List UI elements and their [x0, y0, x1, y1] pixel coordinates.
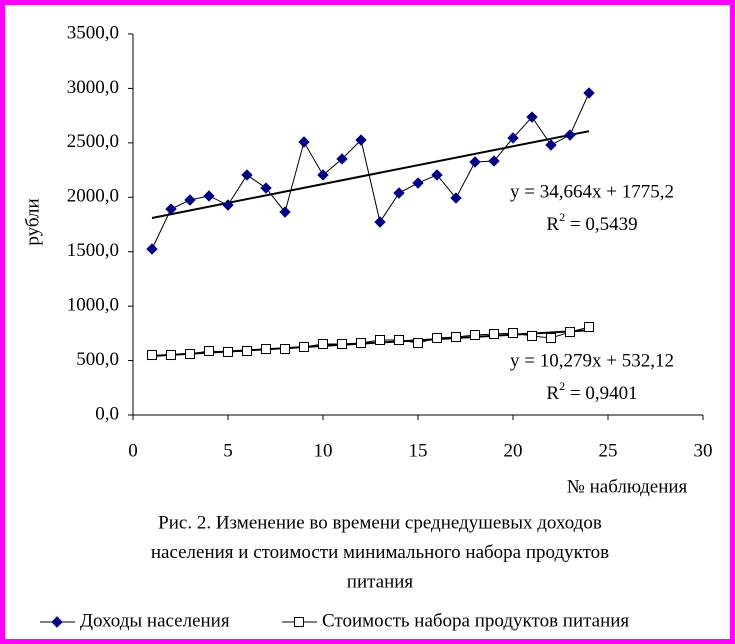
r-squared: R2 = 0,9401 — [546, 379, 637, 405]
x-tick-label: 20 — [504, 440, 523, 461]
marker-square — [451, 332, 461, 343]
marker-square — [299, 341, 309, 352]
r-squared: R2 = 0,5439 — [546, 210, 637, 236]
marker-square — [242, 345, 252, 356]
marker-square — [394, 334, 404, 345]
y-tick-label: 1500,0 — [67, 240, 119, 261]
x-tick-label: 0 — [128, 440, 138, 461]
y-axis-label: рубли — [22, 198, 43, 245]
marker-diamond — [279, 206, 291, 218]
marker-diamond — [469, 156, 481, 168]
marker-square — [527, 330, 537, 341]
y-tick-label: 0,0 — [95, 403, 119, 424]
marker-diamond — [374, 216, 386, 228]
x-tick-label: 25 — [599, 440, 618, 461]
trend-equation: y = 34,664x + 1775,2 — [510, 181, 674, 202]
r-squared-base: R — [546, 214, 559, 235]
marker-diamond — [564, 129, 576, 141]
marker-diamond — [488, 155, 500, 167]
marker-square — [470, 329, 480, 340]
marker-diamond — [507, 132, 519, 144]
y-tick-label: 3500,0 — [67, 22, 119, 43]
marker-square — [318, 339, 328, 350]
marker-square — [280, 344, 290, 355]
legend-marker — [51, 616, 63, 628]
x-tick-label: 10 — [314, 440, 333, 461]
marker-square — [204, 345, 214, 356]
marker-square — [223, 346, 233, 357]
marker-square — [413, 338, 423, 349]
marker-diamond — [184, 194, 196, 206]
r-squared-text: = 0,5439 — [565, 214, 637, 235]
marker-diamond — [583, 87, 595, 99]
marker-diamond — [260, 182, 272, 194]
x-tick-label: 30 — [694, 440, 713, 461]
marker-diamond — [203, 190, 215, 202]
y-tick-label: 2500,0 — [67, 131, 119, 152]
marker-diamond — [431, 169, 443, 181]
marker-square — [508, 328, 518, 339]
marker-diamond — [450, 192, 462, 204]
legend-label: Стоимость набора продуктов питания — [322, 610, 629, 631]
marker-square — [166, 350, 176, 361]
marker-square — [375, 334, 385, 345]
marker-diamond — [146, 243, 158, 255]
r-squared-exponent: 2 — [559, 210, 565, 224]
marker-square — [337, 339, 347, 350]
marker-diamond — [355, 134, 367, 146]
caption-line: Рис. 2. Изменение во времени среднедушев… — [158, 512, 602, 533]
marker-square — [565, 327, 575, 338]
marker-square — [261, 344, 271, 355]
marker-square — [432, 333, 442, 344]
marker-diamond — [317, 169, 329, 181]
marker-square — [147, 350, 157, 361]
marker-diamond — [526, 111, 538, 123]
legend-label: Доходы населения — [80, 610, 230, 631]
marker-square — [489, 329, 499, 340]
y-tick-label: 3000,0 — [67, 77, 119, 98]
marker-diamond — [336, 153, 348, 165]
y-tick-label: 2000,0 — [67, 186, 119, 207]
marker-diamond — [241, 169, 253, 181]
marker-diamond — [393, 187, 405, 199]
r-squared-exponent: 2 — [559, 379, 565, 393]
marker-diamond — [165, 203, 177, 215]
caption-line: населения и стоимости минимального набор… — [151, 542, 609, 563]
x-tick-label: 5 — [223, 440, 233, 461]
legend-marker — [294, 617, 304, 627]
r-squared-text: = 0,9401 — [565, 383, 637, 404]
trend-equation: y = 10,279x + 532,12 — [510, 350, 674, 371]
marker-square — [546, 333, 556, 344]
marker-square — [584, 322, 594, 333]
r-squared-base: R — [546, 383, 559, 404]
marker-diamond — [545, 139, 557, 151]
marker-diamond — [298, 136, 310, 148]
marker-diamond — [412, 177, 424, 189]
caption-line: питания — [347, 571, 414, 592]
marker-square — [356, 338, 366, 349]
marker-diamond — [222, 199, 234, 211]
x-tick-label: 15 — [409, 440, 428, 461]
y-tick-label: 1000,0 — [67, 295, 119, 316]
marker-square — [185, 349, 195, 360]
y-tick-label: 500,0 — [76, 349, 119, 370]
x-axis-label: № наблюдения — [567, 476, 688, 497]
